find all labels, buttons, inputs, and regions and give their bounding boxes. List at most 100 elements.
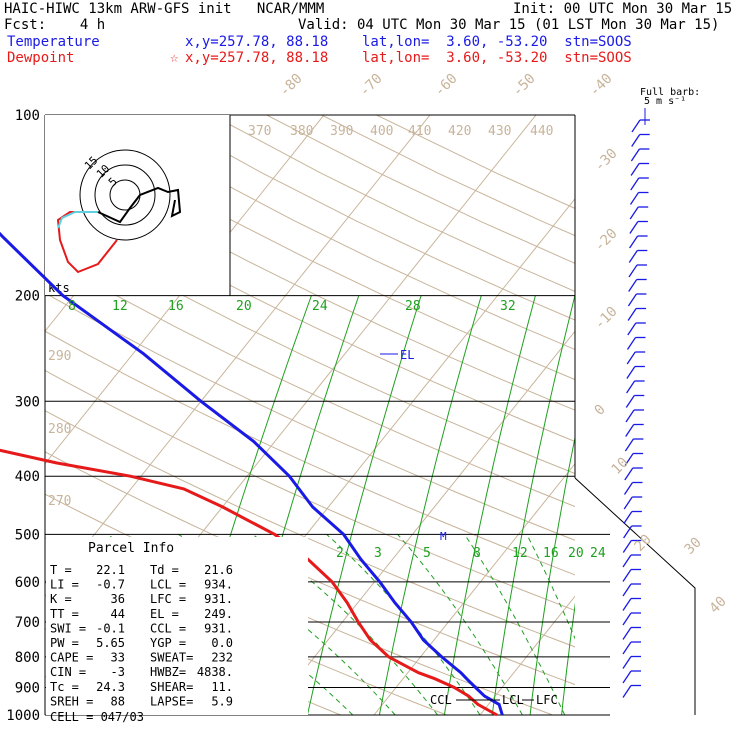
parcel-param-name: YGP =	[150, 636, 186, 650]
wind-barb	[628, 264, 647, 278]
isotherm-line	[479, 595, 575, 715]
theta-tick-label: 380	[290, 124, 313, 139]
wind-barb-shaft	[623, 511, 633, 524]
wind-barb-shaft	[622, 554, 632, 568]
dry-adiabat	[45, 410, 575, 648]
right-axis-lower	[574, 477, 696, 715]
parcel-param-name: LI =	[50, 578, 79, 592]
theta-tick-label: 400	[370, 124, 393, 139]
dry-adiabat	[47, 115, 575, 381]
hodograph-ring	[94, 164, 156, 226]
wind-barb-shaft	[624, 453, 634, 466]
wind-barb	[626, 380, 645, 394]
wind-barb	[624, 467, 643, 481]
wind-barb	[629, 235, 648, 249]
theta-tick-label: 280	[48, 422, 71, 437]
dry-adiabat	[376, 115, 575, 209]
parcel-param-name: LAPSE=	[150, 694, 193, 708]
moist-adiabat	[464, 534, 566, 715]
parcel-param-value: 24.3	[96, 680, 125, 694]
pressure-tick-label: 900	[15, 681, 40, 697]
wind-barb	[625, 423, 644, 437]
parcel-param-name: SREH =	[50, 694, 93, 708]
wind-barb	[622, 641, 641, 655]
parcel-param-value: 931.	[204, 621, 233, 635]
wind-barb-shaft	[624, 438, 634, 452]
isotherm-line	[692, 115, 740, 715]
parcel-param-value: 931.	[204, 592, 233, 606]
wind-barb	[626, 336, 646, 350]
parcel-param-name: CAPE =	[50, 651, 93, 665]
wind-barb-shaft	[622, 627, 632, 640]
dewpoint-station-info: x,y=257.78, 88.18 lat,lon= 3.60, -53.20 …	[185, 50, 632, 66]
pressure-tick-label: 1000	[6, 708, 40, 724]
temperature-legend-label: Temperature	[7, 34, 100, 50]
wind-barb-shaft	[628, 264, 638, 278]
wind-barb-shaft	[626, 366, 636, 379]
parcel-param-value: 5.65	[96, 636, 125, 650]
dewpoint-profile	[0, 448, 498, 717]
wind-barb	[625, 394, 645, 408]
wind-barb-shaft	[622, 569, 632, 582]
wind-barb	[627, 307, 647, 321]
parcel-param-value: 232	[211, 651, 233, 665]
wind-barb-shaft	[631, 119, 641, 133]
wind-barb	[623, 525, 642, 539]
mixing-ratio-label: 24	[312, 299, 328, 314]
isotherm-line	[45, 115, 431, 598]
wind-barb	[623, 481, 643, 495]
mixing-ratio-line	[612, 296, 674, 715]
wind-barb-shaft	[629, 206, 639, 220]
parcel-param-name: PW =	[50, 636, 79, 650]
wind-barb-shaft	[629, 192, 640, 205]
parcel-param-value: 11.	[211, 680, 233, 694]
wind-barb-shaft	[628, 250, 638, 263]
parcel-param-value: 88	[111, 694, 125, 708]
theta-tick-label: 390	[330, 124, 353, 139]
isotherm-tick-label: -40	[587, 71, 616, 100]
wind-barb-shaft	[629, 235, 639, 249]
theta-tick-label: 440	[530, 124, 553, 139]
mixing-ratio-label: 20	[568, 546, 584, 561]
wind-barb-shaft	[626, 380, 636, 394]
parcel-param-value: -3	[111, 665, 125, 679]
parcel-param-name: CCL =	[150, 621, 186, 635]
isotherm-tick-label: -80	[277, 71, 306, 100]
hodograph-trace-low	[57, 211, 98, 229]
wind-barb-shaft	[627, 322, 637, 336]
parcel-panel-background	[46, 537, 308, 715]
parcel-param-name: EL =	[150, 607, 179, 621]
mixing-ratio-label: 12	[512, 546, 528, 561]
wind-barb-shaft	[622, 656, 632, 669]
wind-barb-shaft	[626, 351, 636, 365]
wind-barb	[631, 119, 650, 133]
mixing-ratio-line	[378, 295, 482, 715]
dry-adiabat	[45, 330, 575, 576]
parcel-param-value: 249.	[204, 607, 233, 621]
wind-barb-shaft	[623, 482, 634, 495]
lfc-label: LFC	[536, 693, 558, 707]
pressure-tick-label: 600	[15, 575, 40, 591]
wind-barb-shaft	[627, 293, 637, 307]
isotherm-tick-label: -60	[432, 71, 461, 100]
parcel-cell-line: CELL = 047/03	[50, 710, 144, 724]
barb-legend-title: Full barb:	[640, 87, 700, 98]
theta-tick-label: 270	[48, 494, 71, 509]
parcel-param-name: Tc =	[50, 680, 79, 694]
parcel-info-panel: Parcel Info T = 22.1 Td = 21.6 LI = -0.7 LCL = 9…	[46, 537, 308, 724]
parcel-param-value: -0.1	[96, 621, 125, 635]
parcel-param-name: SHEAR=	[150, 680, 193, 694]
barb-legend-value: 5 m s⁻¹	[644, 96, 686, 107]
wind-barb-shaft	[630, 177, 640, 191]
parcel-param-value: 4838.	[197, 665, 233, 679]
wind-barb	[629, 191, 649, 205]
dry-adiabat	[45, 292, 575, 541]
mixing-ratio-label: 5	[423, 546, 431, 561]
isotherm-tick-label: -70	[357, 71, 386, 100]
wind-barb	[626, 351, 646, 365]
pressure-tick-label: 100	[15, 108, 40, 124]
mixing-ratio-line	[561, 602, 575, 715]
wind-barb-shaft	[622, 670, 632, 684]
